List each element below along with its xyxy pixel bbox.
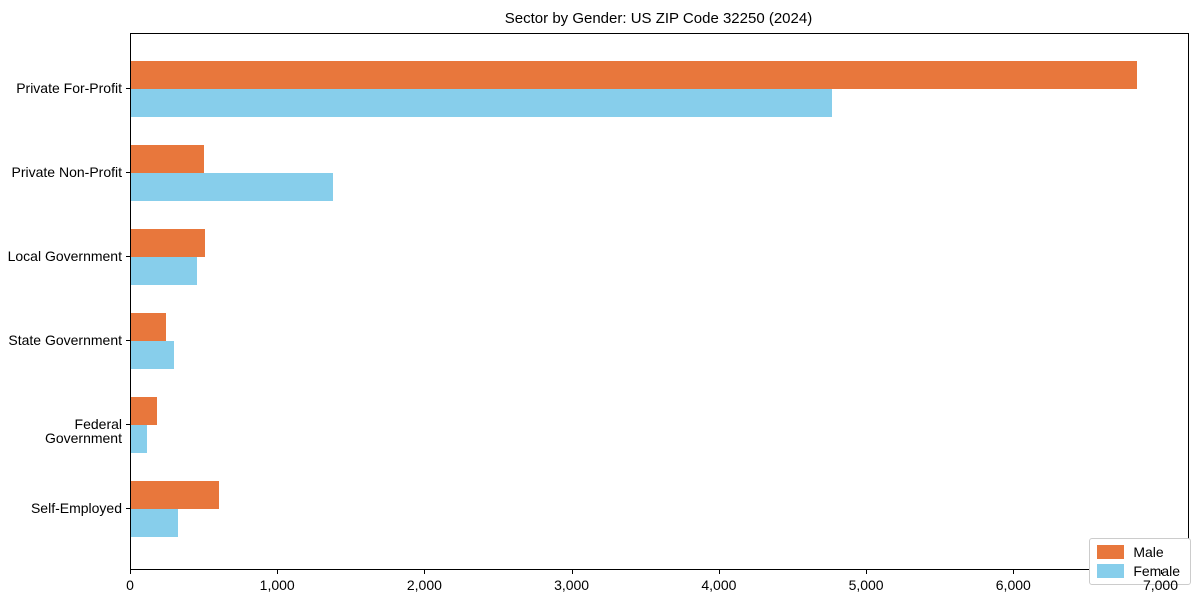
legend-item-male: Male xyxy=(1097,545,1180,559)
y-tick-mark xyxy=(126,508,130,509)
y-tick-mark xyxy=(126,423,130,425)
legend-label-female: Female xyxy=(1133,563,1180,579)
x-tick-label-2-000: 2,000 xyxy=(406,577,442,593)
y-tick-mark xyxy=(126,339,130,341)
bar-male-private-for-profit xyxy=(131,60,1137,89)
x-tick-label-7-000: 7,000 xyxy=(1142,577,1179,593)
y-tick-label-private-non-profit: Private Non-Profit xyxy=(11,163,122,180)
x-tick-label-1-000: 1,000 xyxy=(259,577,295,593)
x-tick-mark xyxy=(1160,570,1162,574)
y-tick-label-local-government: Local Government xyxy=(7,247,122,264)
x-tick-label-4-000: 4,000 xyxy=(701,577,737,593)
y-tick-mark xyxy=(126,255,130,257)
x-tick-mark xyxy=(1013,570,1015,574)
legend-label-male: Male xyxy=(1133,544,1164,560)
legend: Male Female xyxy=(1089,538,1191,585)
bar-male-state-government xyxy=(131,312,166,341)
legend-swatch-male xyxy=(1097,545,1125,559)
bar-female-private-non-profit xyxy=(131,172,333,201)
y-tick-label-state-government: State Government xyxy=(8,331,122,348)
x-tick-label-5-000: 5,000 xyxy=(848,577,884,593)
x-tick-label-0: 0 xyxy=(126,577,134,593)
bar-male-private-non-profit xyxy=(131,144,204,173)
chart-title: Sector by Gender: US ZIP Code 32250 (202… xyxy=(504,10,813,27)
bar-male-local-government xyxy=(131,228,205,257)
y-tick-label-federal-government: Federal Government xyxy=(44,415,122,446)
bar-male-self-employed xyxy=(131,481,220,509)
x-tick-mark xyxy=(571,570,573,574)
bar-female-state-government xyxy=(131,340,174,369)
x-tick-label-3-000: 3,000 xyxy=(554,577,590,593)
y-tick-label-self-employed: Self-Employed xyxy=(30,500,122,516)
x-tick-mark xyxy=(424,570,426,574)
bar-male-federal-government xyxy=(131,396,158,425)
bar-female-private-for-profit xyxy=(131,88,832,117)
legend-swatch-female xyxy=(1097,564,1125,578)
x-tick-mark xyxy=(130,570,131,574)
y-tick-label-private-for-profit: Private For-Profit xyxy=(16,79,122,96)
y-tick-mark xyxy=(126,171,130,173)
bar-female-federal-government xyxy=(131,424,148,453)
x-tick-mark xyxy=(866,570,868,574)
x-tick-mark xyxy=(718,570,720,574)
legend-item-female: Female xyxy=(1097,564,1180,578)
bar-female-self-employed xyxy=(131,509,178,537)
y-tick-mark xyxy=(126,87,130,89)
plot-area xyxy=(130,33,1189,570)
bar-female-local-government xyxy=(131,256,197,285)
x-tick-mark xyxy=(277,570,279,574)
x-tick-label-6-000: 6,000 xyxy=(995,577,1031,593)
